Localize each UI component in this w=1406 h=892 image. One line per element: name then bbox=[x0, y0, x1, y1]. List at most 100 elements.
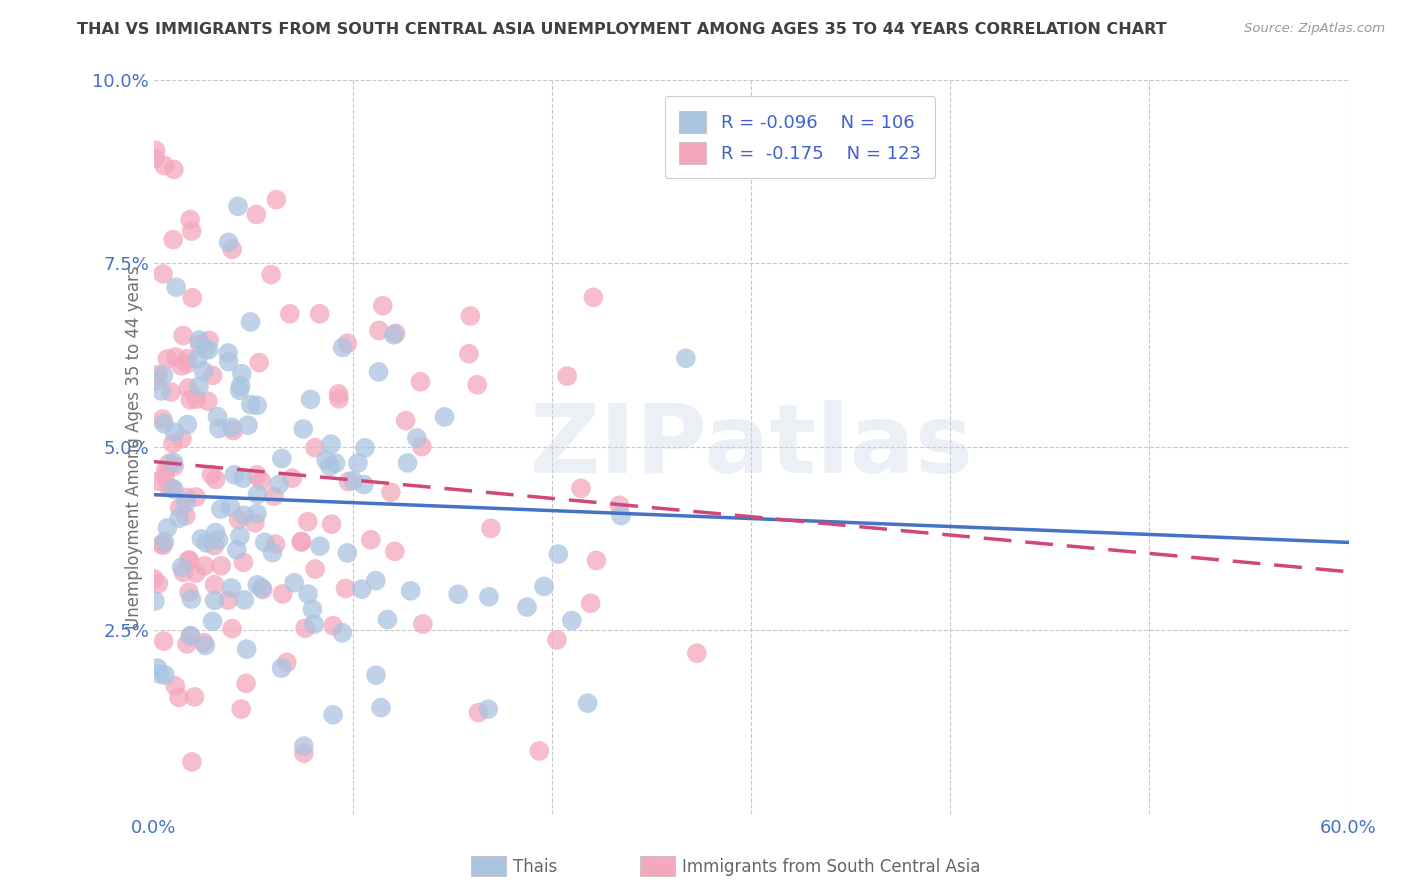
Point bbox=[308, 307, 330, 321]
Point bbox=[188, 333, 211, 347]
Point bbox=[193, 364, 215, 378]
Point bbox=[176, 417, 198, 432]
Point bbox=[150, 384, 173, 398]
Point bbox=[201, 368, 224, 383]
Point bbox=[193, 635, 215, 649]
Point bbox=[360, 533, 382, 547]
Point bbox=[179, 392, 201, 407]
Point bbox=[143, 375, 166, 389]
Point bbox=[294, 621, 316, 635]
Point bbox=[156, 351, 179, 366]
Point bbox=[250, 581, 273, 595]
Point bbox=[217, 593, 239, 607]
Point bbox=[270, 451, 292, 466]
Point bbox=[253, 535, 276, 549]
Point bbox=[194, 342, 217, 356]
Point bbox=[546, 632, 568, 647]
Point bbox=[576, 696, 599, 710]
Point bbox=[146, 368, 169, 382]
Point bbox=[467, 706, 489, 720]
Point bbox=[204, 525, 226, 540]
Point bbox=[353, 477, 375, 491]
Point bbox=[200, 467, 222, 482]
Point bbox=[162, 436, 184, 450]
Point bbox=[142, 572, 165, 586]
Point bbox=[197, 394, 219, 409]
Point bbox=[477, 702, 499, 716]
Point bbox=[152, 538, 174, 552]
Point bbox=[239, 398, 262, 412]
Point bbox=[180, 224, 202, 238]
Point bbox=[243, 516, 266, 530]
Point bbox=[395, 414, 418, 428]
Point bbox=[172, 566, 194, 580]
Point bbox=[297, 587, 319, 601]
Point bbox=[399, 583, 422, 598]
Point bbox=[292, 746, 315, 760]
Point bbox=[290, 535, 312, 549]
Point bbox=[342, 474, 364, 488]
Point bbox=[160, 384, 183, 399]
Point bbox=[547, 547, 569, 561]
Point bbox=[529, 744, 551, 758]
Point bbox=[177, 381, 200, 395]
Point bbox=[153, 668, 176, 682]
Point bbox=[172, 328, 194, 343]
Point bbox=[225, 543, 247, 558]
Point bbox=[283, 575, 305, 590]
Point bbox=[198, 334, 221, 348]
Point bbox=[190, 532, 212, 546]
Point bbox=[396, 456, 419, 470]
Point bbox=[409, 375, 432, 389]
Point bbox=[299, 392, 322, 407]
Point bbox=[155, 462, 177, 476]
Point bbox=[186, 392, 208, 407]
Point bbox=[197, 343, 219, 357]
Point bbox=[207, 409, 229, 424]
Point bbox=[457, 347, 479, 361]
Point bbox=[174, 508, 197, 523]
Point bbox=[153, 534, 176, 549]
Point bbox=[232, 555, 254, 569]
Point bbox=[304, 441, 326, 455]
Point bbox=[177, 553, 200, 567]
Point bbox=[582, 290, 605, 304]
Point bbox=[322, 707, 344, 722]
Point bbox=[246, 398, 269, 412]
Point bbox=[246, 507, 269, 521]
Point bbox=[219, 500, 242, 514]
Point bbox=[221, 622, 243, 636]
Point bbox=[181, 755, 204, 769]
Point bbox=[264, 537, 287, 551]
Point bbox=[176, 357, 198, 371]
Point bbox=[228, 512, 250, 526]
Point bbox=[218, 235, 240, 250]
Point bbox=[364, 574, 387, 588]
Point bbox=[148, 576, 170, 591]
Point bbox=[328, 392, 350, 406]
Point bbox=[325, 456, 347, 470]
Point bbox=[167, 690, 190, 705]
Point bbox=[176, 351, 198, 366]
Point bbox=[263, 489, 285, 503]
Point bbox=[579, 596, 602, 610]
Point bbox=[204, 577, 226, 591]
Point bbox=[170, 359, 193, 373]
Point bbox=[194, 639, 217, 653]
Point bbox=[209, 558, 232, 573]
Point bbox=[380, 485, 402, 500]
Point bbox=[350, 582, 373, 596]
Point bbox=[221, 581, 243, 595]
Point bbox=[309, 539, 332, 553]
Text: THAI VS IMMIGRANTS FROM SOUTH CENTRAL ASIA UNEMPLOYMENT AMONG AGES 35 TO 44 YEAR: THAI VS IMMIGRANTS FROM SOUTH CENTRAL AS… bbox=[77, 22, 1167, 37]
Point bbox=[246, 487, 269, 501]
Point bbox=[201, 615, 224, 629]
Point bbox=[232, 471, 254, 485]
Point bbox=[319, 437, 342, 451]
Point bbox=[204, 593, 226, 607]
Point bbox=[174, 496, 197, 510]
Text: Source: ZipAtlas.com: Source: ZipAtlas.com bbox=[1244, 22, 1385, 36]
Point bbox=[245, 207, 267, 221]
Point bbox=[157, 480, 180, 494]
Point bbox=[364, 668, 387, 682]
